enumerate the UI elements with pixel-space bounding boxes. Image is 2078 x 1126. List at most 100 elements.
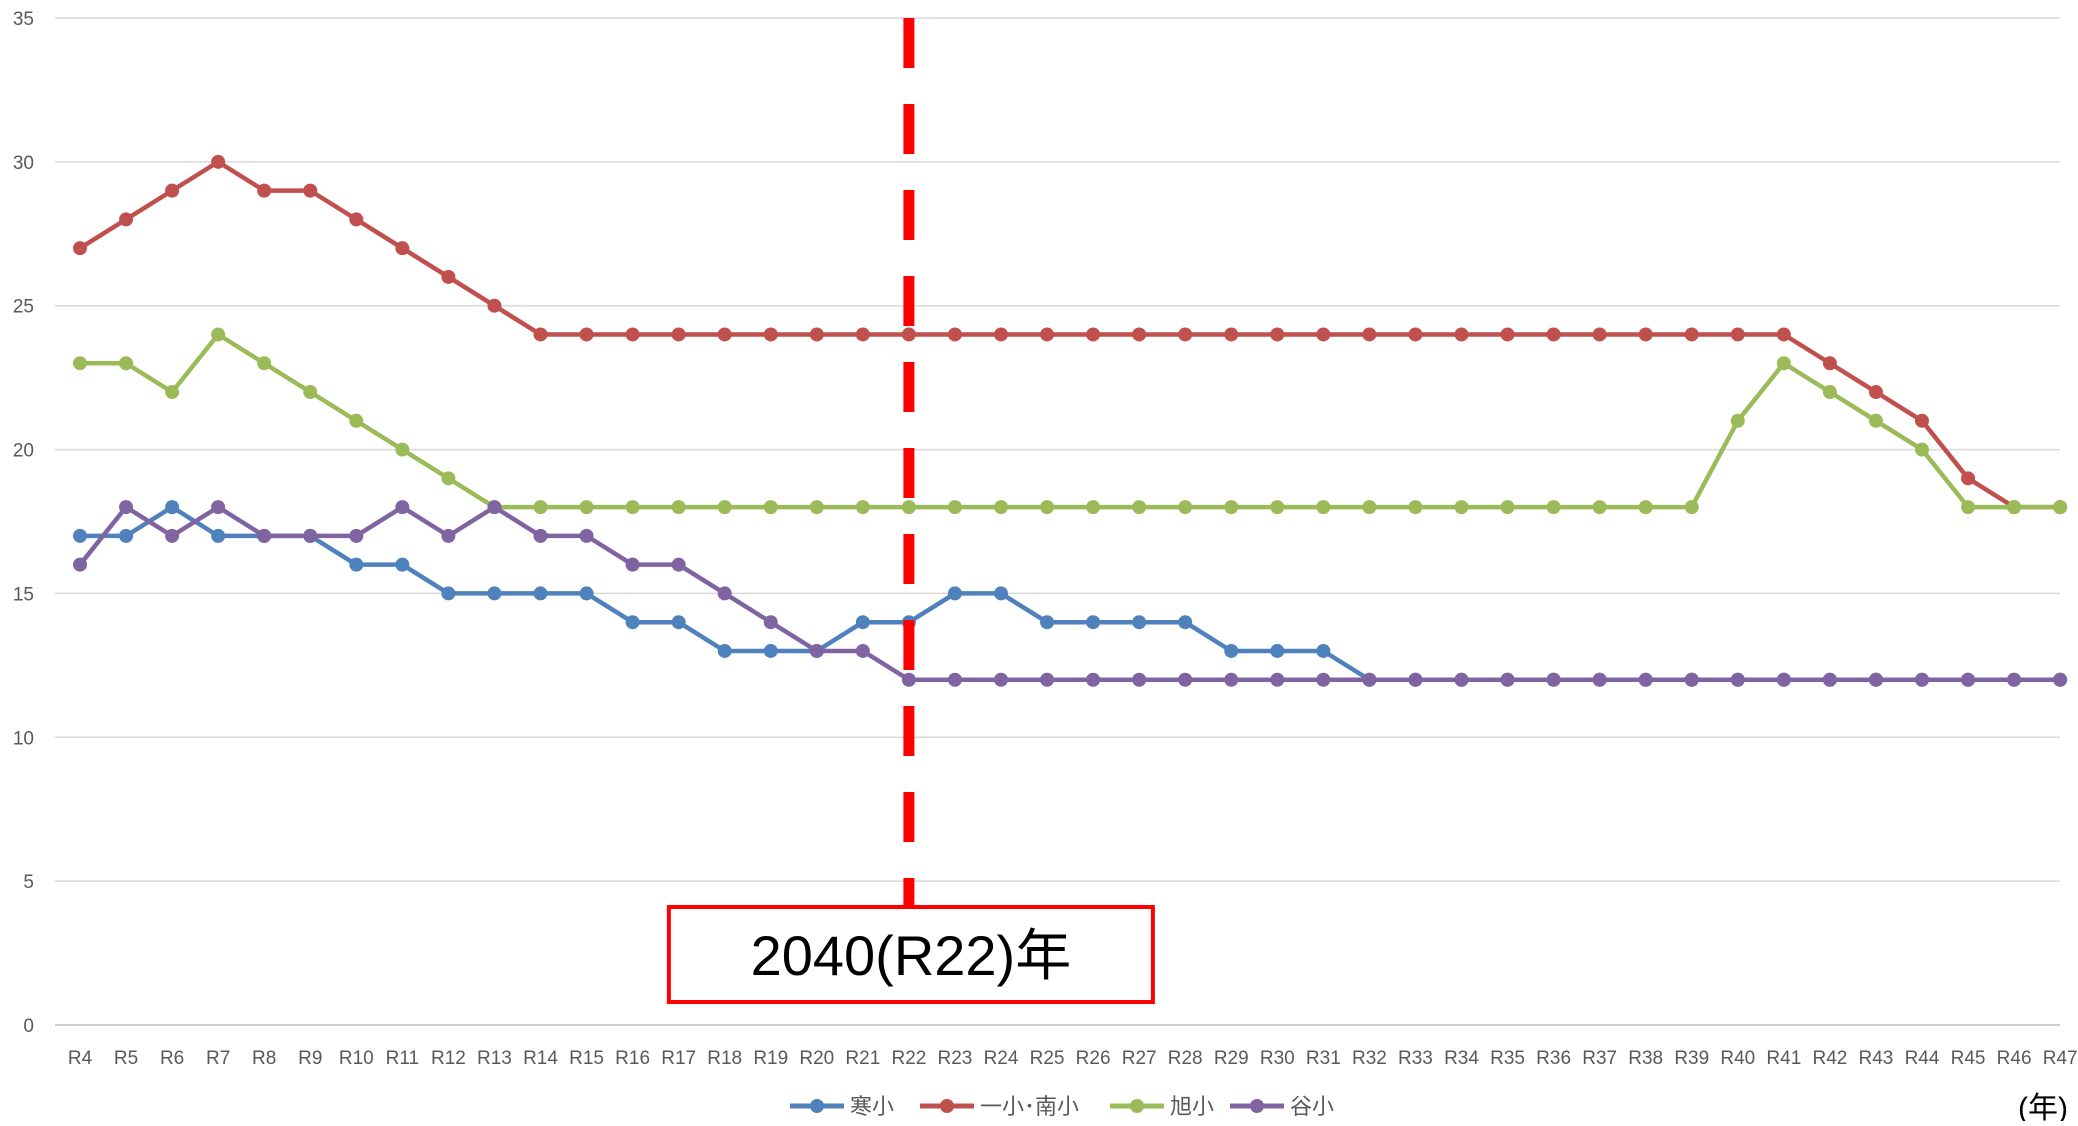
data-point [349,413,364,428]
data-point [303,528,318,543]
data-point [1868,672,1883,687]
x-tick-label: R32 [1352,1048,1387,1069]
data-point [1040,327,1055,342]
data-point [1776,327,1791,342]
x-tick-label: R34 [1444,1048,1479,1069]
data-point [1500,500,1515,515]
data-point [533,528,548,543]
data-point [1822,385,1837,400]
x-tick-label: R40 [1720,1048,1755,1069]
data-point [717,500,732,515]
y-axis-ticks: 0 5 10 15 20 25 30 35 [13,9,34,1037]
data-point [717,586,732,601]
x-tick-label: R13 [477,1048,512,1069]
x-tick-label: R9 [298,1048,322,1069]
legend-swatch-marker [940,1099,954,1113]
data-point [349,528,364,543]
data-point [1270,672,1285,687]
x-tick-label: R29 [1214,1048,1249,1069]
x-tick-label: R44 [1905,1048,1940,1069]
data-point [1730,672,1745,687]
x-tick-label: R42 [1812,1048,1847,1069]
y-tick-label: 10 [13,728,34,749]
data-point [1961,471,1976,486]
data-point [257,183,272,198]
data-point [487,500,502,515]
data-point [1961,500,1976,515]
x-tick-label: R18 [707,1048,742,1069]
data-point [1086,615,1101,630]
data-point [1822,356,1837,371]
y-tick-label: 35 [13,9,34,30]
legend-item: 旭小 [1110,1094,1214,1119]
data-point [1270,643,1285,658]
data-point [1270,327,1285,342]
data-point [994,327,1008,342]
data-point [1730,327,1745,342]
x-tick-label: R43 [1859,1048,1894,1069]
legend: 寒小 一小･南小 旭小 谷小 [790,1094,1334,1119]
data-point [395,442,410,457]
x-tick-label: R11 [386,1048,419,1069]
data-point [579,528,594,543]
data-point [809,327,824,342]
x-tick-label: R38 [1628,1048,1663,1069]
data-point [1178,327,1193,342]
legend-swatch-marker [1250,1099,1264,1113]
x-axis-unit-label: (年) [2018,1092,2068,1121]
x-tick-label: R47 [2043,1048,2078,1069]
legend-label: 寒小 [850,1094,894,1119]
data-point [73,557,87,572]
series-lines [73,154,2068,687]
data-point [671,327,686,342]
data-point [211,500,226,515]
data-point [717,327,732,342]
data-point [1362,672,1377,687]
data-point [1684,672,1699,687]
x-tick-label: R4 [68,1048,93,1069]
data-point [1915,413,1929,428]
x-tick-label: R23 [938,1048,973,1069]
data-point [2053,500,2068,515]
data-point [1408,500,1423,515]
data-point [211,528,226,543]
data-point [487,586,502,601]
data-point [1915,672,1929,687]
x-tick-label: R41 [1766,1048,1801,1069]
x-tick-label: R12 [431,1048,466,1069]
data-point [487,298,502,313]
x-tick-label: R28 [1168,1048,1203,1069]
x-tick-label: R39 [1674,1048,1709,1069]
data-point [809,500,824,515]
data-point [1132,672,1147,687]
data-point [1776,672,1791,687]
data-point [1408,672,1423,687]
data-point [211,327,226,342]
x-tick-label: R10 [339,1048,374,1069]
x-tick-label: R22 [891,1048,926,1069]
y-tick-label: 0 [23,1016,34,1037]
data-point [855,327,870,342]
x-tick-label: R14 [523,1048,558,1069]
data-point [1362,500,1377,515]
x-tick-label: R15 [569,1048,604,1069]
data-point [1086,672,1101,687]
data-point [1270,500,1285,515]
y-tick-label: 30 [13,153,34,174]
data-point [533,586,548,601]
data-point [947,672,962,687]
data-point [1178,500,1193,515]
data-point [671,557,686,572]
data-point [119,212,134,227]
data-point [1040,500,1055,515]
data-point [994,586,1008,601]
data-point [1868,413,1883,428]
data-point [855,500,870,515]
data-point [994,672,1008,687]
data-point [579,327,594,342]
data-point [1684,327,1699,342]
legend-label: 旭小 [1170,1094,1214,1119]
data-point [395,241,410,256]
data-point [855,615,870,630]
annotation-box [666,905,1155,1004]
